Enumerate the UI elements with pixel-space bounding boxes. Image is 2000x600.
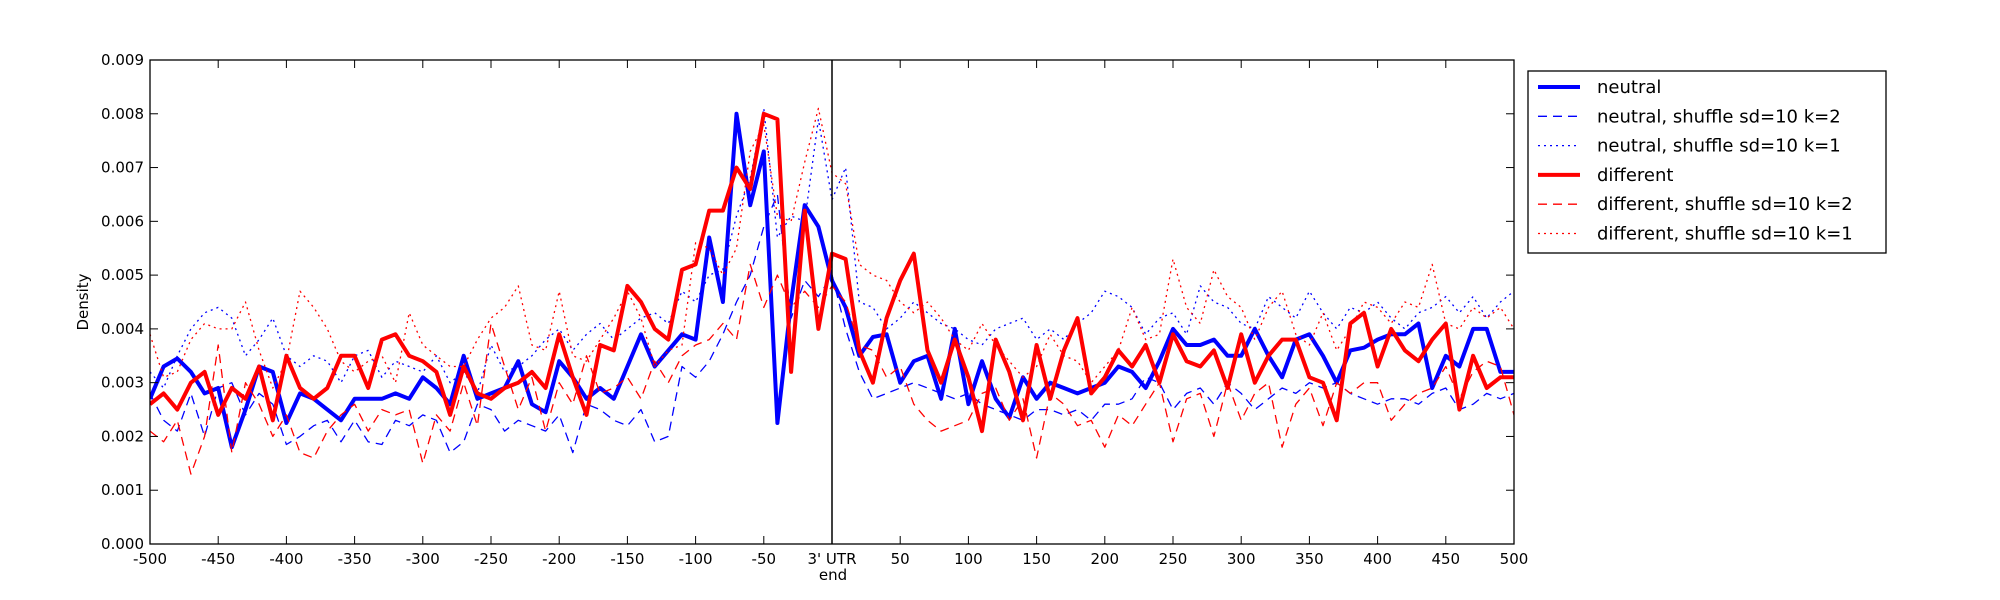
x-tick-label: -50 xyxy=(752,550,777,568)
legend-entry-label: different, shuffle sd=10 k=2 xyxy=(1597,194,1853,215)
legend-entry-label: different, shuffle sd=10 k=1 xyxy=(1597,224,1853,245)
x-tick-label: -300 xyxy=(406,550,440,568)
y-tick-label: 0.004 xyxy=(101,320,144,338)
y-tick-label: 0.005 xyxy=(101,266,144,284)
x-tick-label: -200 xyxy=(542,550,576,568)
x-tick-label: 3' UTR xyxy=(808,550,857,568)
y-tick-label: 0.001 xyxy=(101,481,144,499)
y-tick-label: 0.007 xyxy=(101,159,144,177)
x-tick-label: -250 xyxy=(474,550,508,568)
y-axis-label: Density xyxy=(74,273,92,330)
legend-entry-label: neutral, shuffle sd=10 k=1 xyxy=(1597,136,1841,157)
x-tick-label: -150 xyxy=(610,550,644,568)
y-tick-label: 0.009 xyxy=(101,51,144,69)
y-tick-label: 0.006 xyxy=(101,212,144,230)
x-tick-label: 200 xyxy=(1090,550,1119,568)
x-tick-label: -400 xyxy=(269,550,303,568)
x-tick-label: 450 xyxy=(1431,550,1460,568)
x-tick-label: 150 xyxy=(1022,550,1051,568)
x-tick-label: 350 xyxy=(1295,550,1324,568)
x-axis-label: end xyxy=(819,566,847,584)
x-tick-label: -100 xyxy=(679,550,713,568)
y-tick-label: 0.000 xyxy=(101,535,144,553)
legend-entry-label: neutral, shuffle sd=10 k=2 xyxy=(1597,106,1841,127)
x-tick-label: -450 xyxy=(201,550,235,568)
legend-frame xyxy=(1527,70,1887,254)
x-tick-label: 400 xyxy=(1363,550,1392,568)
legend: neutral neutral, shuffle sd=10 k=2 neutral… xyxy=(1527,70,1887,254)
x-tick-label: 50 xyxy=(891,550,910,568)
y-axis: 0.000 0.001 0.002 0.003 0.004 0.005 0.006 0.007… xyxy=(101,51,1514,553)
x-tick-label: 300 xyxy=(1227,550,1256,568)
x-tick-label: 250 xyxy=(1159,550,1188,568)
y-tick-label: 0.002 xyxy=(101,427,144,445)
x-tick-label: 100 xyxy=(954,550,983,568)
x-axis: -500 -450 -400 -350 -300 -250 -200 -150 -100 -50 3… xyxy=(133,60,1528,568)
legend-entry-label: different xyxy=(1597,165,1673,186)
y-tick-label: 0.003 xyxy=(101,374,144,392)
x-tick-label: -350 xyxy=(338,550,372,568)
y-tick-label: 0.008 xyxy=(101,105,144,123)
x-tick-label: -500 xyxy=(133,550,167,568)
legend-entry-label: neutral xyxy=(1597,77,1661,98)
x-tick-label: 500 xyxy=(1500,550,1529,568)
